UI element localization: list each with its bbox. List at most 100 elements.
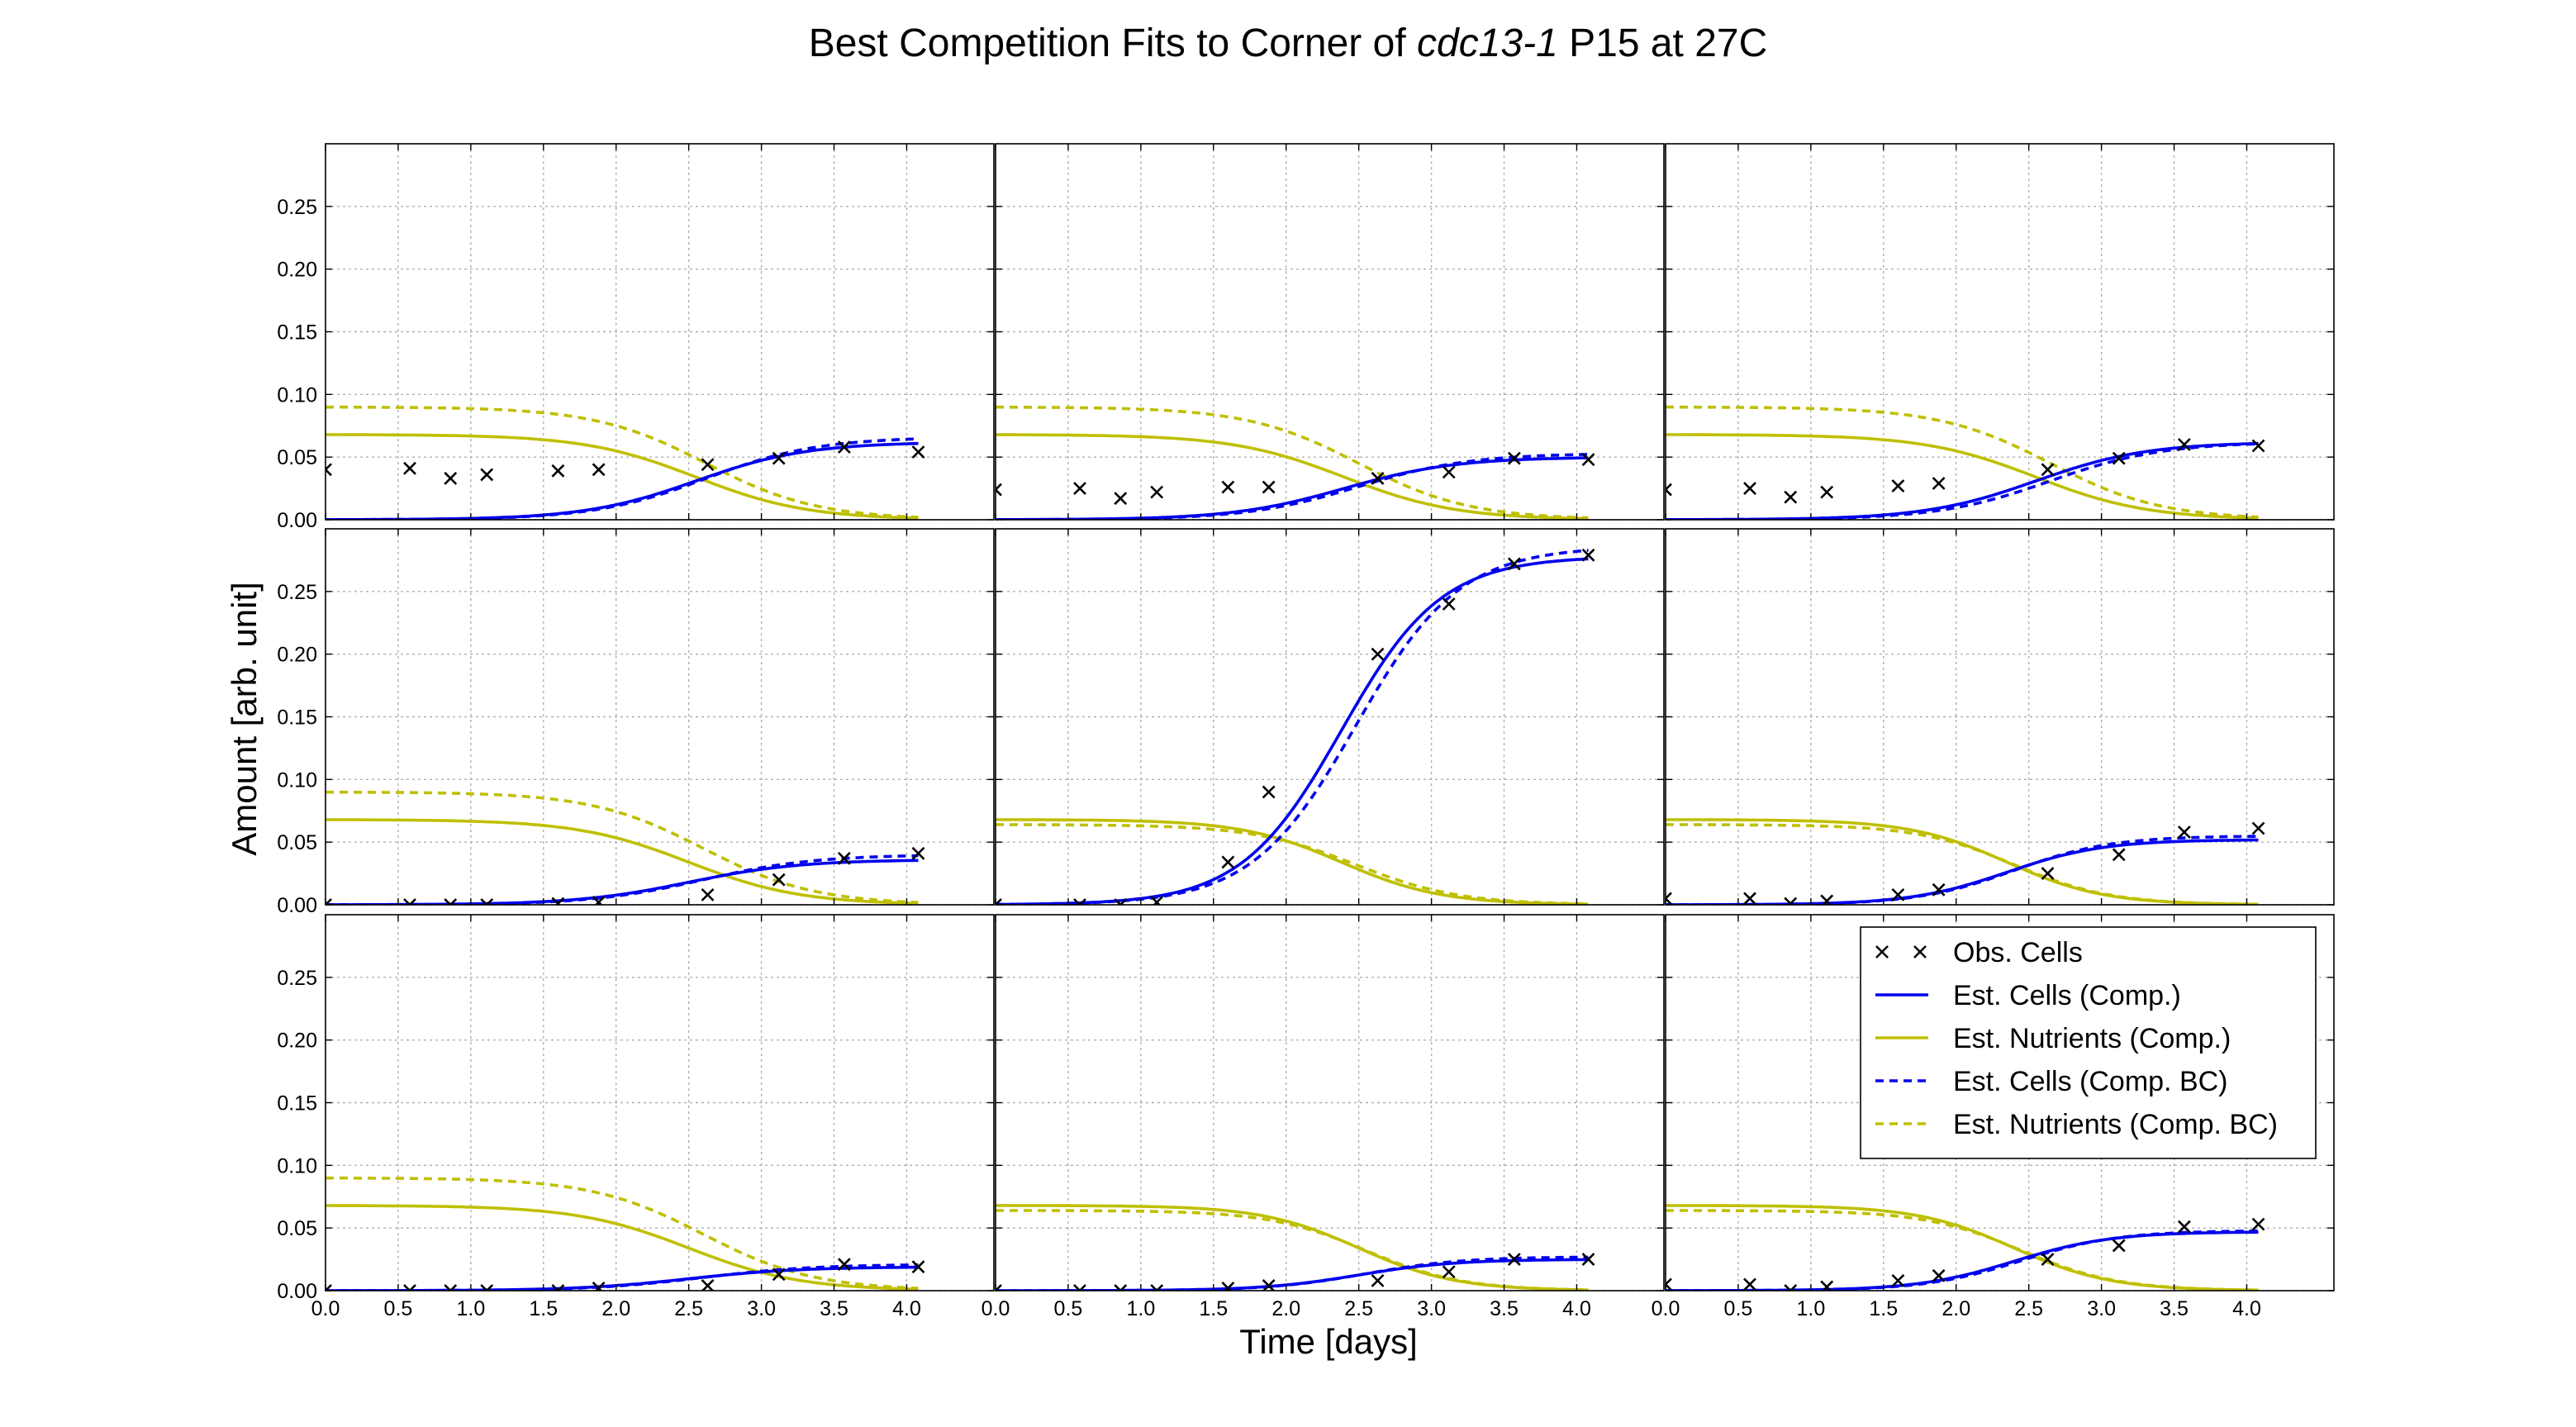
obs-point	[592, 463, 606, 477]
obs-point	[1150, 896, 1164, 905]
x-tick-label: 2.0	[1271, 1297, 1300, 1320]
nutrients-comp-line	[1666, 433, 2259, 520]
obs-point	[837, 851, 851, 865]
x-tick-label: 3.0	[747, 1297, 776, 1320]
obs-point	[480, 468, 494, 482]
obs-point	[1221, 480, 1235, 494]
panel-1: 0.00 0.05 0.10 0.15 0.20 0.25	[277, 143, 995, 532]
nutrients-comp-line	[326, 433, 919, 520]
obs-point	[996, 898, 1002, 905]
y-tick-label: 0.05	[277, 446, 317, 469]
obs-point	[1371, 1273, 1385, 1287]
nutrients-bc-line	[326, 790, 919, 904]
nutrients-comp-line	[326, 818, 919, 905]
x-tick-label: 2.0	[1942, 1297, 1970, 1320]
obs-point	[1891, 479, 1905, 492]
obs-point	[1784, 897, 1798, 905]
panel-8: 0.0 0.5 1.0 1.5 2.0 2.5 3.0 3.5 4.0	[981, 914, 1665, 1320]
x-tick-label: 3.5	[2160, 1297, 2189, 1320]
obs-point	[772, 1268, 786, 1282]
obs-point	[1371, 647, 1385, 661]
y-tick-label: 0.25	[277, 967, 317, 990]
obs-point	[592, 1282, 606, 1291]
obs-point	[1262, 785, 1276, 799]
obs-point	[1150, 1284, 1164, 1291]
nutrients-comp-line	[1666, 1204, 2259, 1291]
obs-point	[1114, 898, 1128, 905]
obs-point	[1442, 1265, 1456, 1279]
legend-label: Est. Nutrients (Comp. BC)	[1953, 1109, 2278, 1140]
chart-title-italic: cdc13-1	[1417, 21, 1558, 65]
obs-point	[1891, 887, 1905, 901]
panel-5	[995, 528, 1665, 906]
obs-point	[996, 483, 1002, 497]
x-tick-label: 0.0	[981, 1297, 1010, 1320]
x-tick-label: 0.5	[384, 1297, 413, 1320]
obs-point	[1820, 894, 1834, 905]
x-tick-label: 1.0	[1126, 1297, 1155, 1320]
obs-point	[2251, 439, 2265, 453]
obs-point	[1073, 898, 1086, 905]
obs-point	[701, 458, 715, 472]
obs-point	[2251, 821, 2265, 835]
x-tick-label: 2.5	[2014, 1297, 2043, 1320]
obs-point	[1507, 1253, 1521, 1266]
obs-point	[1371, 472, 1385, 485]
obs-point	[1743, 892, 1756, 905]
y-tick-label: 0.20	[277, 259, 317, 282]
obs-point	[2177, 1220, 2191, 1234]
legend-marker	[1913, 945, 1927, 958]
obs-point	[2041, 463, 2055, 477]
obs-point	[2251, 1217, 2265, 1231]
chart-title-suffix: P15 at 27C	[1569, 21, 1767, 65]
y-tick-label: 0.00	[277, 509, 317, 532]
obs-point	[2177, 825, 2191, 839]
obs-point	[2112, 1239, 2126, 1253]
obs-point	[996, 1284, 1002, 1291]
legend-label: Obs. Cells	[1953, 937, 2083, 968]
x-tick-label: 1.5	[1869, 1297, 1898, 1320]
panel-6	[1665, 528, 2335, 906]
obs-point	[551, 464, 565, 478]
nutrients-bc-line	[326, 1176, 919, 1290]
nutrients-bc-line	[1666, 823, 2259, 905]
x-tick-label: 0.0	[1652, 1297, 1680, 1320]
obs-point	[1114, 1284, 1128, 1291]
y-tick-label: 0.10	[277, 768, 317, 792]
y-tick-label: 0.05	[277, 831, 317, 854]
chart-title: Best Competition Fits to Corner of cdc13…	[809, 21, 1768, 65]
x-tick-label: 3.5	[1490, 1297, 1519, 1320]
obs-point	[1743, 1277, 1756, 1291]
legend: Obs. Cells Est. Cells (Comp.) Est. Nutrien…	[1860, 926, 2317, 1159]
nutrients-bc-line	[996, 823, 1589, 905]
x-tick-label: 4.0	[2232, 1297, 2261, 1320]
y-tick-label: 0.15	[277, 1092, 317, 1115]
obs-point	[551, 1284, 565, 1291]
obs-point	[911, 1260, 925, 1274]
obs-point	[1666, 483, 1672, 497]
obs-point	[701, 887, 715, 901]
x-tick-label: 4.0	[1562, 1297, 1591, 1320]
x-tick-label: 3.5	[820, 1297, 848, 1320]
obs-point	[772, 873, 786, 887]
obs-point	[2041, 1253, 2055, 1266]
legend-label: Est. Cells (Comp.)	[1953, 980, 2181, 1011]
obs-point	[2112, 451, 2126, 465]
obs-point	[1891, 1273, 1905, 1287]
obs-point	[444, 1284, 458, 1291]
nutrients-bc-line	[1666, 405, 2259, 519]
nutrients-comp-line	[996, 1204, 1589, 1291]
nutrients-bc-line	[1666, 1209, 2259, 1291]
obs-point	[837, 1258, 851, 1272]
obs-point	[551, 897, 565, 905]
obs-point	[1150, 485, 1164, 499]
obs-point	[1743, 482, 1756, 496]
obs-point	[1073, 482, 1086, 496]
y-tick-label: 0.00	[277, 894, 317, 917]
obs-point	[444, 898, 458, 905]
x-tick-label: 3.0	[1417, 1297, 1446, 1320]
x-tick-label: 2.5	[1344, 1297, 1373, 1320]
x-axis-label: Time [days]	[1239, 1322, 1418, 1361]
legend-box	[1860, 926, 2317, 1159]
